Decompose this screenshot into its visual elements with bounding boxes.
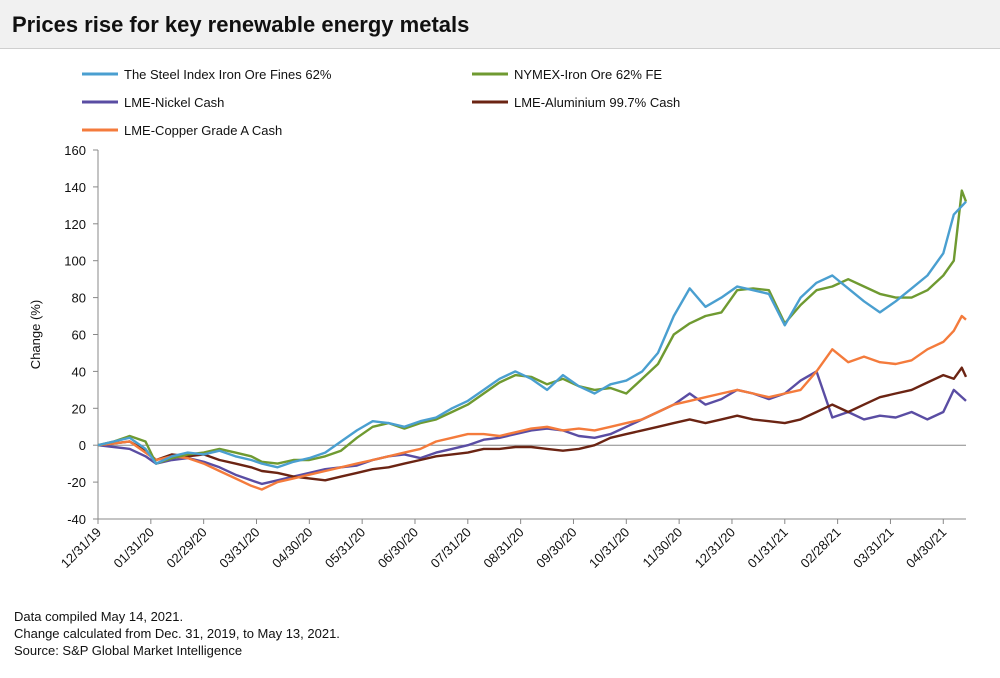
x-tick-label: 05/31/20 (322, 525, 368, 571)
x-tick-label: 01/31/21 (745, 525, 791, 571)
legend-label: LME-Nickel Cash (124, 95, 224, 110)
x-tick-label: 04/30/21 (903, 525, 949, 571)
x-tick-label: 02/28/21 (797, 525, 843, 571)
y-tick-label: 120 (64, 217, 86, 232)
y-tick-label: -20 (67, 475, 86, 490)
legend-label: LME-Copper Grade A Cash (124, 123, 282, 138)
axes: -40 -20 0 20 40 60 80 100 120 140 160 Change (%) 12/… (28, 143, 966, 571)
series-line-5 (97, 314, 967, 491)
legend: The Steel Index Iron Ore Fines 62% NYMEX-… (82, 67, 680, 138)
x-tick-label: 11/30/20 (640, 525, 686, 571)
y-tick-label: 140 (64, 180, 86, 195)
x-tick-label: 09/30/20 (533, 525, 579, 571)
y-tick-label: 0 (79, 438, 86, 453)
line-chart: The Steel Index Iron Ore Fines 62% NYMEX-… (28, 67, 968, 571)
note-source: Source: S&P Global Market Intelligence (14, 643, 243, 658)
y-tick-label: 160 (64, 143, 86, 158)
y-axis-label: Change (%) (28, 300, 43, 369)
plot-area (97, 189, 968, 491)
legend-label: The Steel Index Iron Ore Fines 62% (124, 67, 332, 82)
note-compiled: Data compiled May 14, 2021. (14, 609, 184, 624)
y-tick-label: 100 (64, 254, 86, 269)
y-tick-label: 20 (72, 401, 86, 416)
x-tick-label: 06/30/20 (375, 525, 421, 571)
series-line-2 (97, 189, 968, 465)
x-tick-label: 01/31/20 (111, 525, 157, 571)
legend-label: LME-Aluminium 99.7% Cash (514, 95, 680, 110)
x-tick-label: 08/31/20 (480, 525, 526, 571)
x-tick-label: 07/31/20 (428, 525, 474, 571)
y-tick-label: 60 (72, 328, 86, 343)
x-tick-label: 03/31/21 (850, 525, 896, 571)
title-bar: Prices rise for key renewable energy met… (0, 0, 1000, 49)
note-change: Change calculated from Dec. 31, 2019, to… (14, 626, 340, 641)
y-tick-label: 80 (72, 291, 86, 306)
x-tick-label: 02/29/20 (163, 525, 209, 571)
chart-title: Prices rise for key renewable energy met… (12, 12, 470, 37)
y-tick-label: 40 (72, 364, 86, 379)
chart-notes: Data compiled May 14, 2021. Change calcu… (14, 608, 340, 659)
legend-label: NYMEX-Iron Ore 62% FE (514, 67, 662, 82)
x-tick-label: 12/31/19 (58, 525, 104, 571)
x-tick-label: 10/31/20 (586, 525, 632, 571)
x-tick-label: 04/30/20 (269, 525, 315, 571)
y-tick-label: -40 (67, 512, 86, 527)
series-line-1 (97, 200, 967, 469)
series-line-4 (97, 366, 968, 482)
series-line-3 (97, 370, 967, 486)
x-tick-label: 03/31/20 (216, 525, 262, 571)
x-tick-label: 12/31/20 (692, 525, 738, 571)
